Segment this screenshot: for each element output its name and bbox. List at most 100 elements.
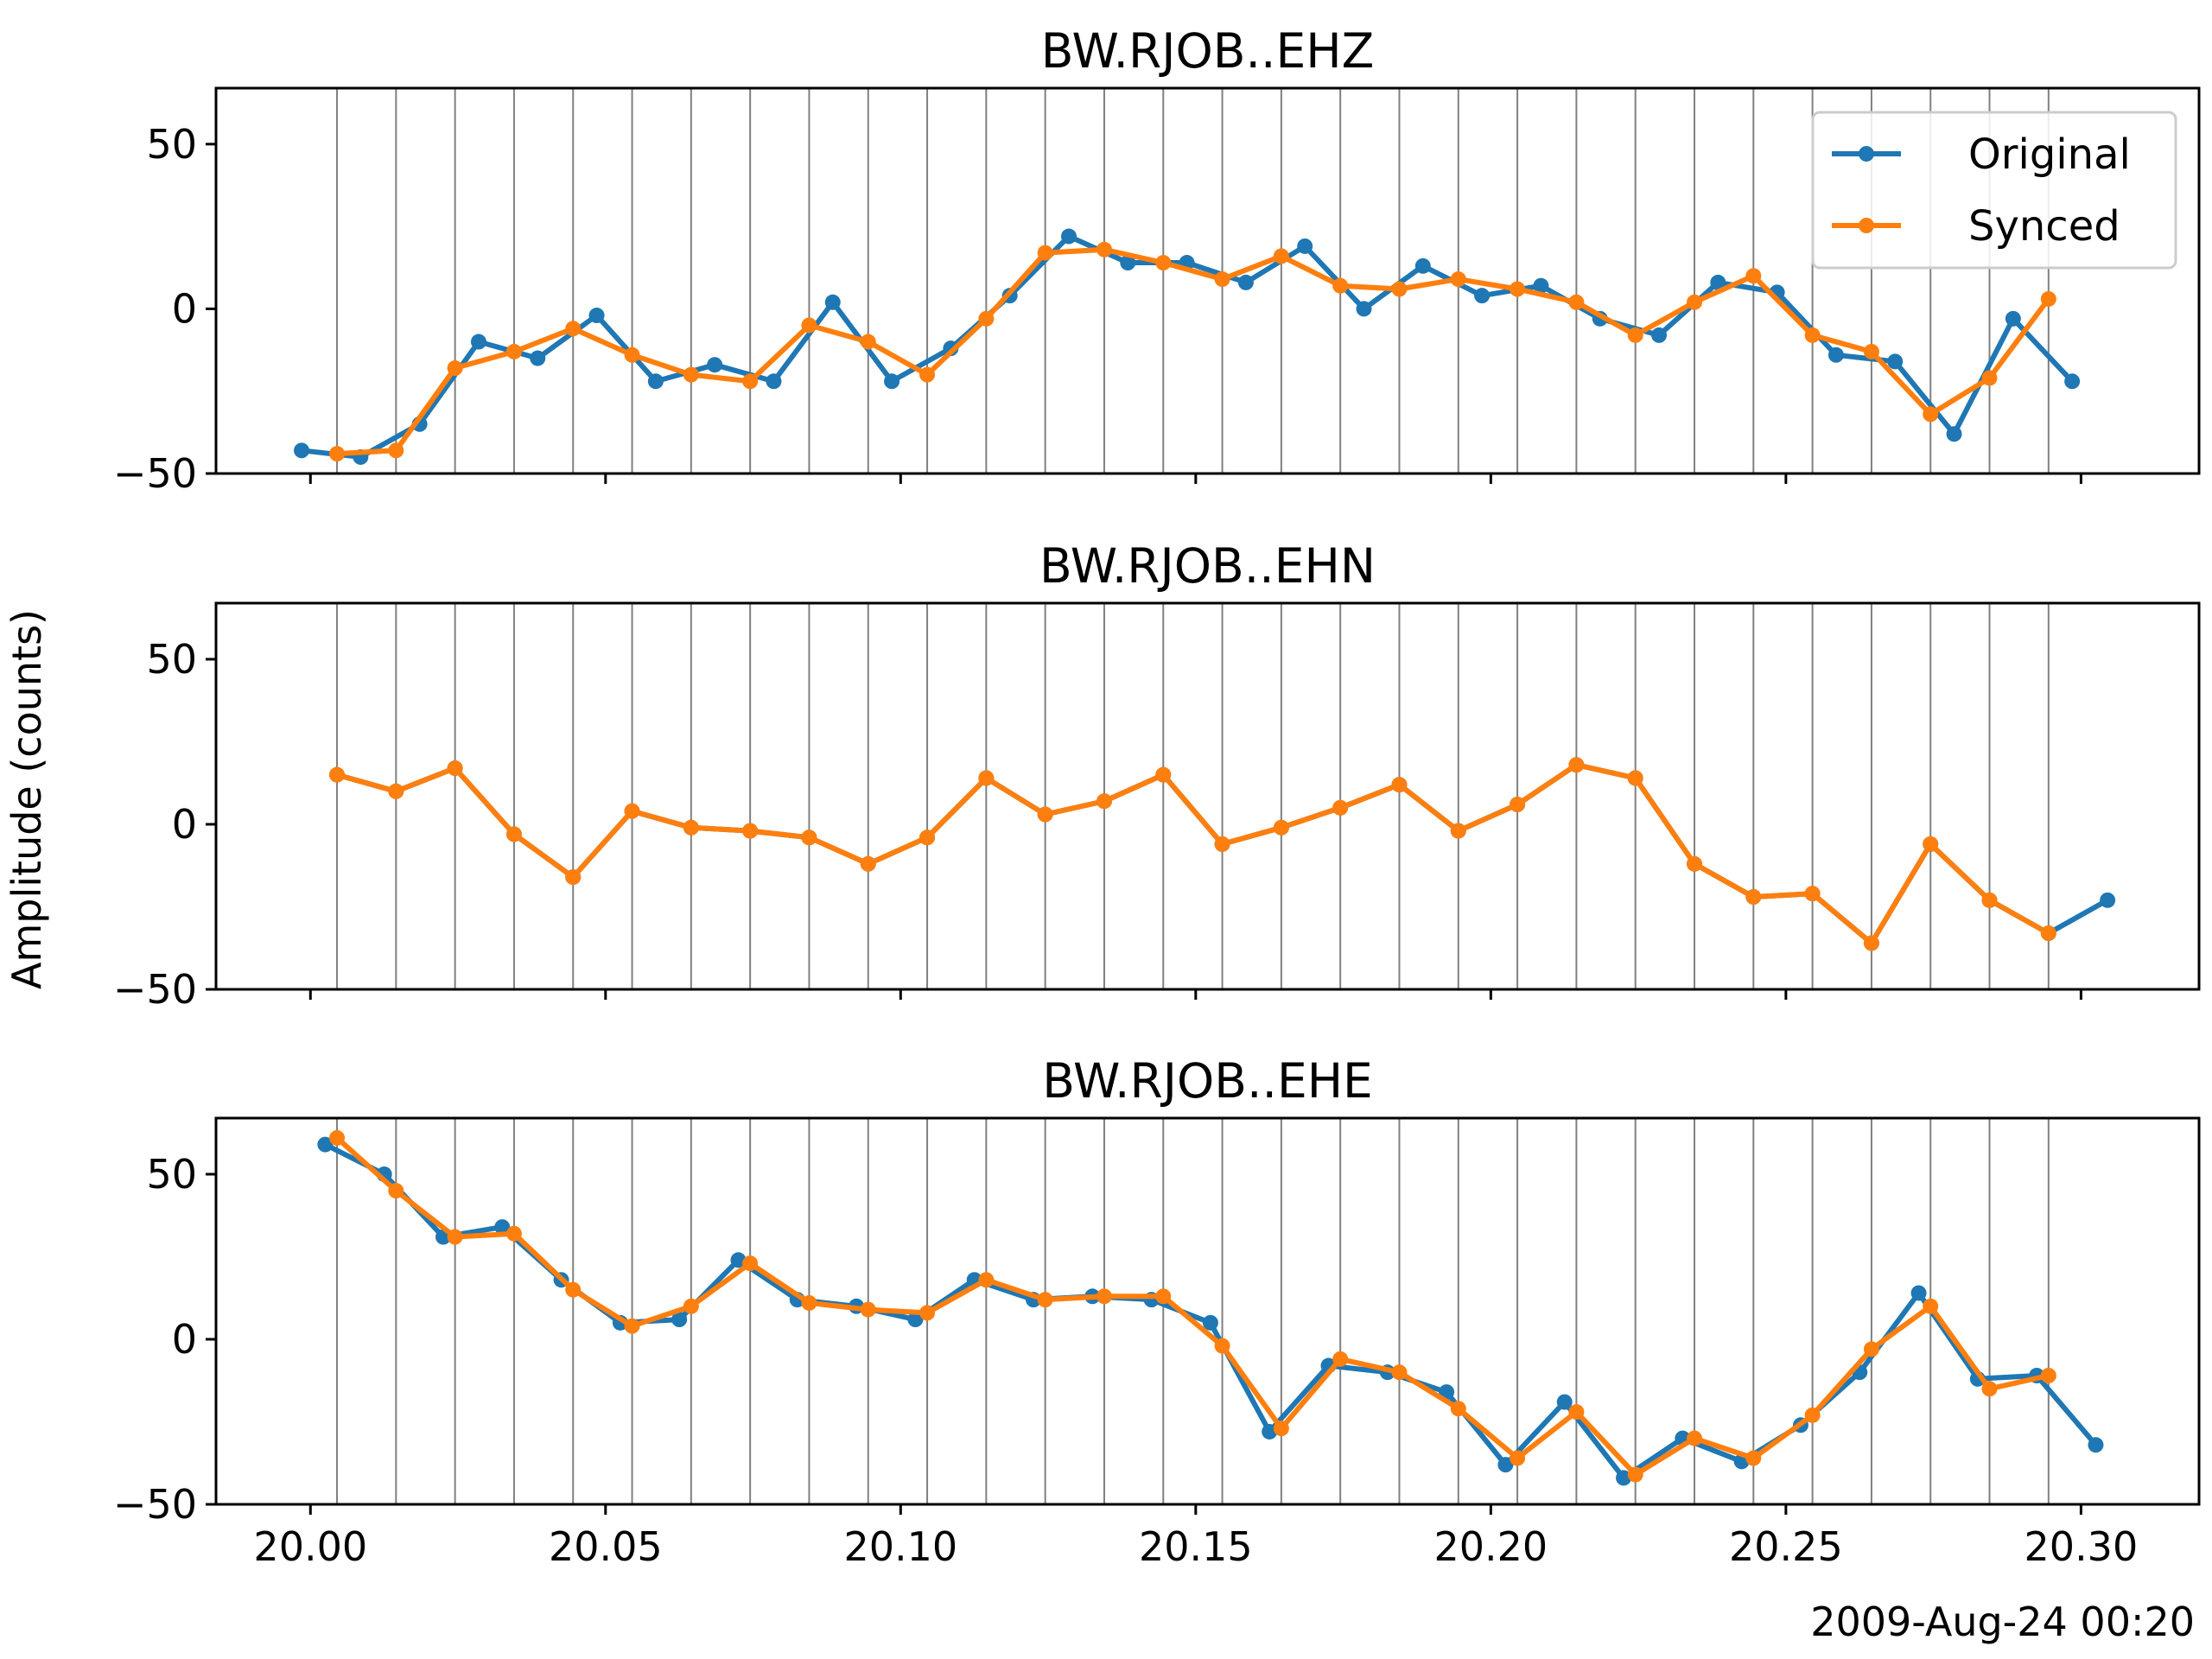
data-point [1332,799,1349,816]
data-point [1450,1401,1466,1417]
data-point [671,1312,688,1328]
data-point [1687,1430,1703,1446]
data-point [530,350,546,366]
series-original [317,1136,2104,1486]
data-point [1037,245,1053,261]
data-point [1568,294,1585,310]
series-synced [329,1129,2056,1483]
data-point [1887,353,1904,370]
data-point [1497,1457,1514,1473]
data-point [1391,1364,1408,1381]
data-point [884,373,900,390]
data-point [1297,238,1313,254]
data-point [2005,310,2021,327]
data-point [1687,855,1703,872]
data-point [1533,277,1549,294]
data-point [1923,836,1939,852]
y-tick-label: 0 [172,801,197,848]
data-point [447,760,463,777]
data-point [2040,1368,2056,1383]
data-point [1096,241,1112,257]
data-point [470,334,486,350]
y-tick-label: −50 [113,966,197,1013]
data-point [1096,793,1112,810]
data-point [1651,327,1668,343]
y-tick-label: 50 [146,121,197,168]
series-synced [329,241,2056,462]
data-point [1155,255,1172,271]
y-tick-label: −50 [113,450,197,497]
data-point [978,1272,995,1288]
data-point [907,1312,924,1328]
data-point [742,823,759,839]
data-point [801,317,817,334]
x-tick-label: 20.20 [1434,1523,1548,1570]
data-point [647,373,664,390]
data-point [1273,819,1289,836]
data-point [978,770,995,786]
data-point [1096,1288,1112,1305]
series-line [324,1141,2098,1481]
legend-marker [1859,218,1874,233]
data-point [1616,1470,1632,1486]
data-point [919,1305,936,1321]
data-point [1556,1394,1573,1410]
data-point [565,1281,582,1298]
legend-label: Synced [1968,202,2120,251]
axes-frame [214,601,2201,991]
data-point [1827,346,1844,363]
data-point [801,830,817,846]
data-point [1037,806,1053,823]
data-point [1510,281,1526,297]
data-point [1923,1298,1939,1314]
data-point [801,1294,817,1311]
x-tick-label: 20.00 [253,1523,367,1570]
data-point [919,366,936,383]
data-point [742,1255,759,1272]
data-point [329,766,346,783]
data-point [294,442,310,459]
data-point [1155,766,1172,783]
y-tick-label: 50 [146,1151,197,1198]
data-point [1332,277,1349,294]
data-point [683,366,699,383]
panel-2: BW.RJOB..EHN 50 0 −50 [113,538,2201,1013]
x-tick-label: 20.10 [843,1523,957,1570]
data-point [588,308,605,324]
data-point [742,373,759,390]
data-point [565,869,582,886]
panel-title: BW.RJOB..EHE [1042,1053,1373,1109]
y-tick-label: 0 [172,285,197,332]
x-tick-label: 20.05 [549,1523,663,1570]
data-point [1568,757,1585,773]
data-point [860,334,876,350]
y-axis-label: Amplitude (counts) [3,609,50,989]
series-line [334,1135,2050,1478]
data-point [2040,290,2056,307]
data-point [1391,281,1408,297]
data-point [1273,248,1289,264]
data-point [388,442,404,459]
panel-3: BW.RJOB..EHE 50 0 −50 20.00 20.05 20.10 20.15 20… [113,1053,2201,1570]
data-point [1202,1314,1218,1331]
series-line [336,762,2050,946]
data-point [683,819,699,836]
data-point [1214,1338,1230,1354]
data-point [1568,1404,1585,1421]
x-tick-label: 20.15 [1139,1523,1253,1570]
data-point [824,294,841,310]
data-point [505,1225,522,1242]
data-point [1414,257,1431,274]
panel-title: BW.RJOB..EHN [1039,538,1376,594]
data-point [1214,836,1230,852]
data-point [1627,1466,1643,1483]
data-point [624,803,640,819]
data-point [1450,823,1466,839]
y-tick-label: −50 [113,1481,197,1528]
data-point [447,1229,463,1245]
data-point [1273,1421,1289,1437]
data-point [1981,370,1998,386]
data-point [1450,271,1466,288]
data-point [1391,777,1408,793]
data-point [1262,1423,1278,1440]
